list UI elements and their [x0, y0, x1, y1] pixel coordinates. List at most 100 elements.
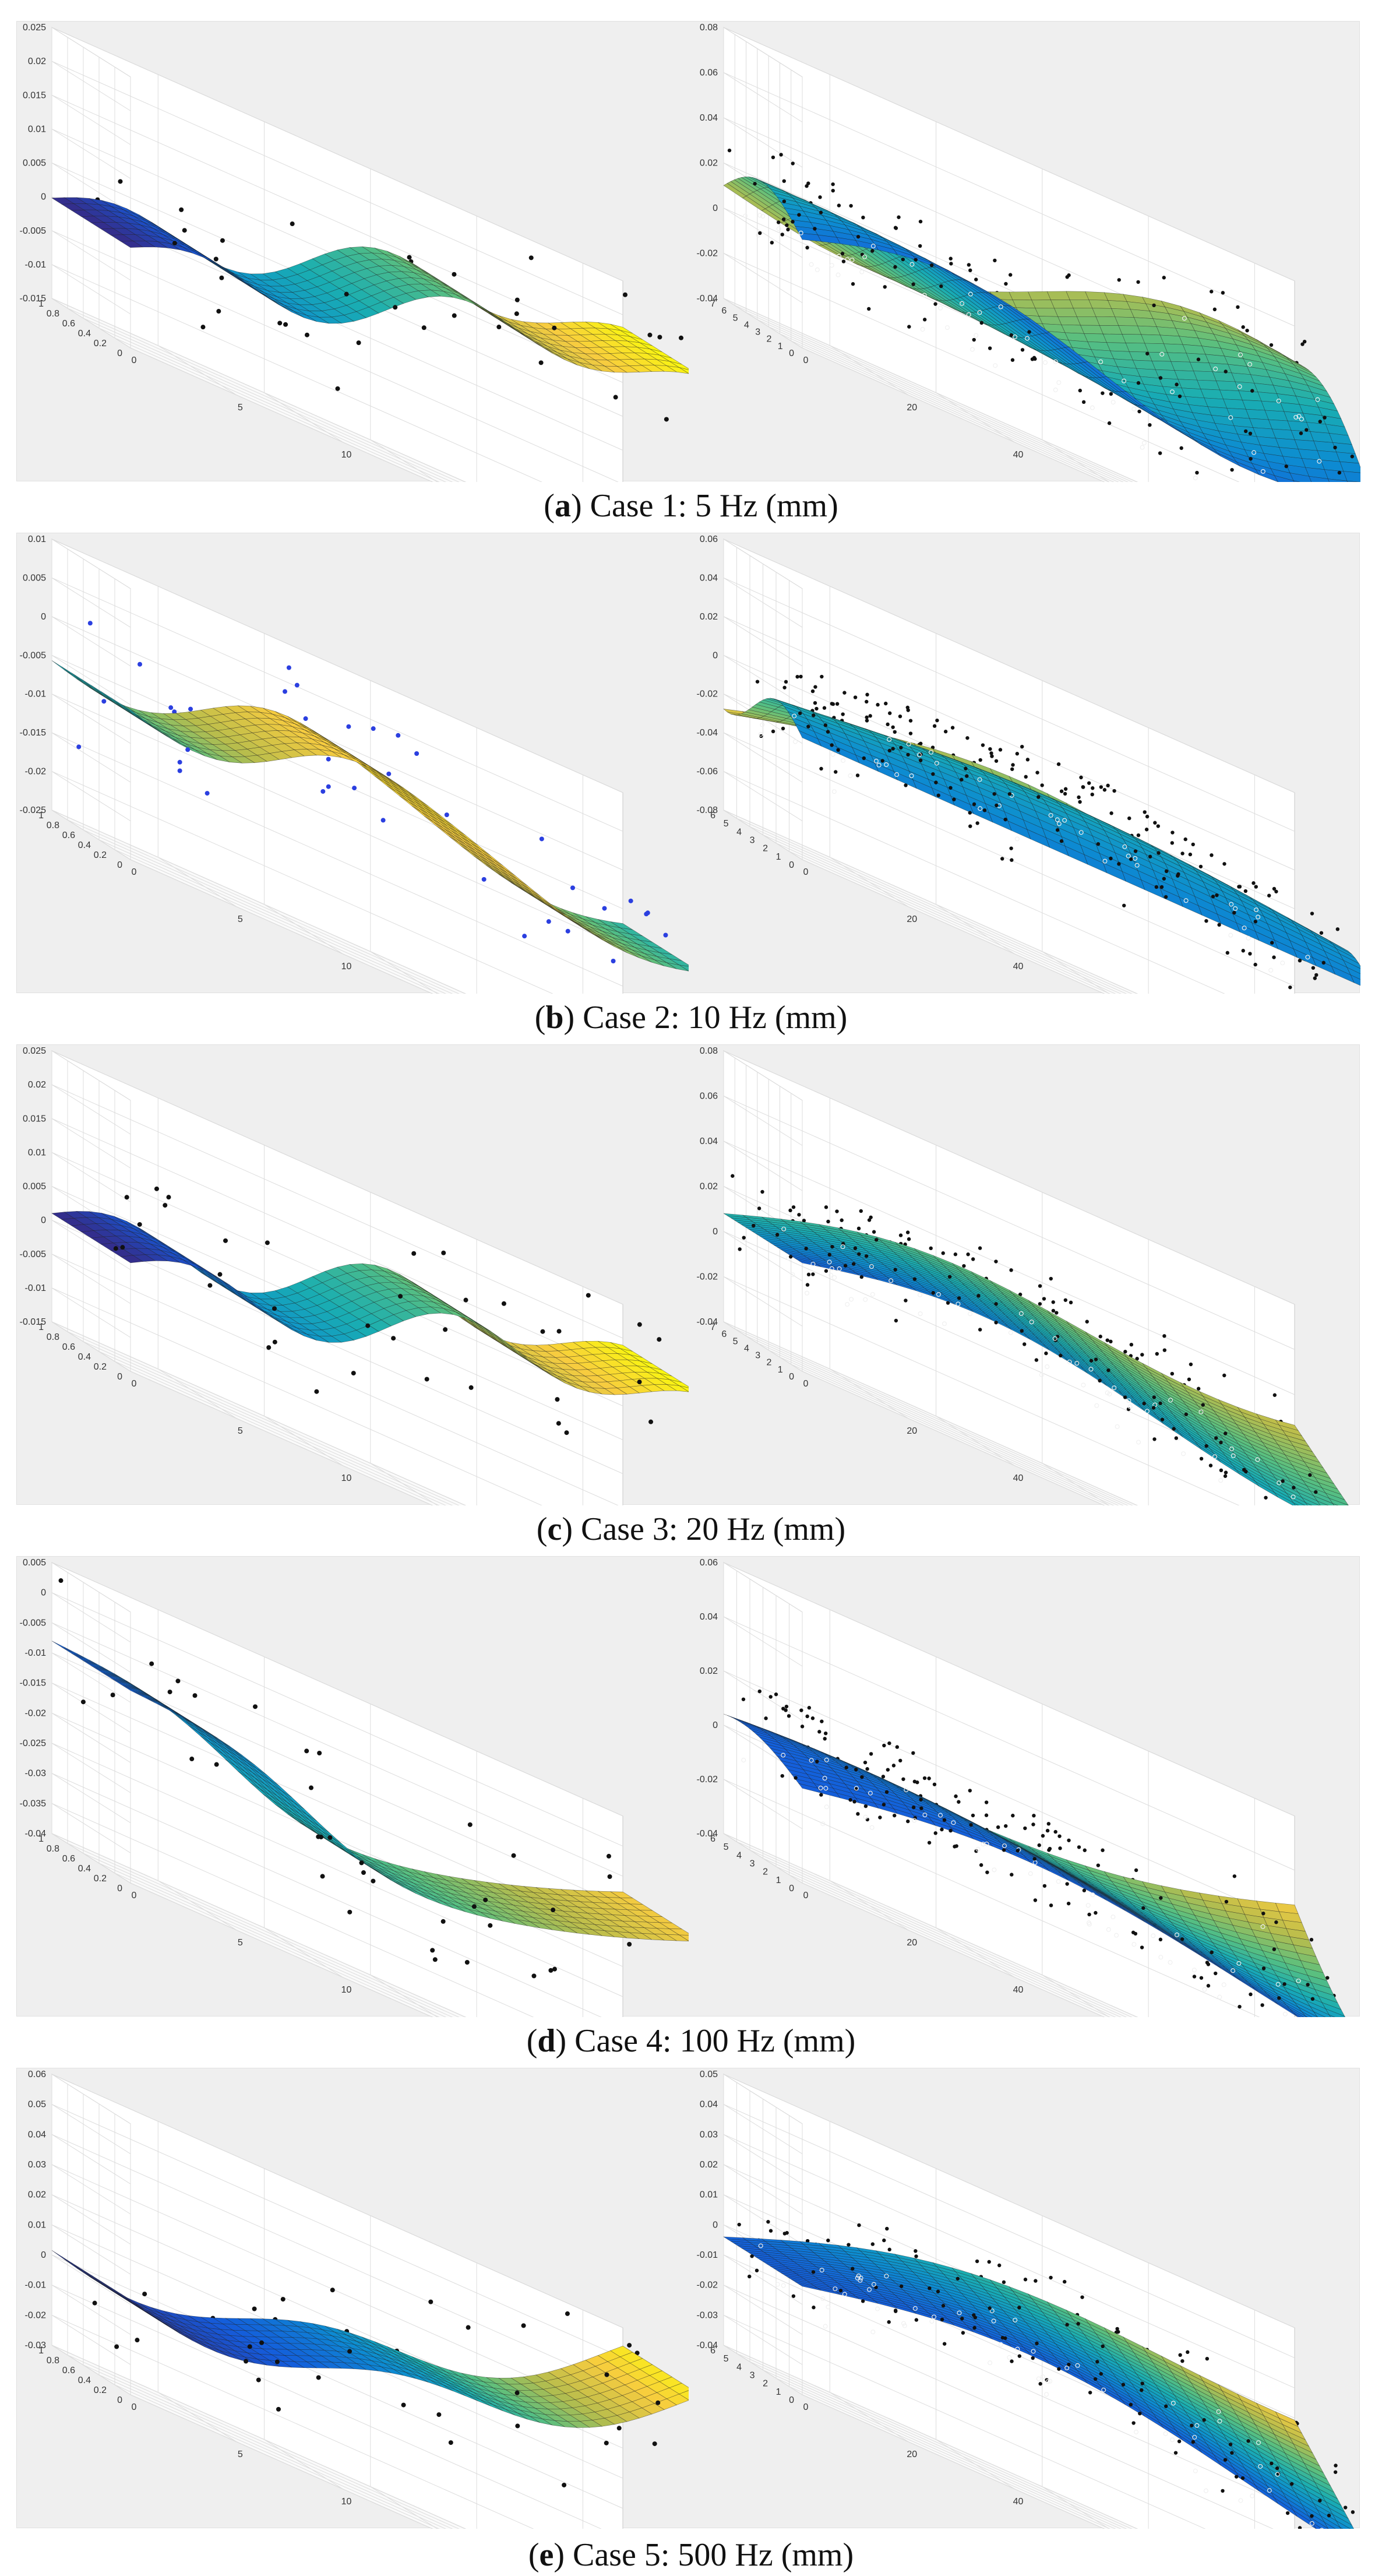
plot-c-right-point: [1049, 1276, 1053, 1281]
plot-d-right-point: [984, 1800, 989, 1804]
plot-b-right-point: [1133, 856, 1138, 861]
plot-b-right-ticks: 0.060.040.020-0.02-0.04-0.06-0.086543210…: [697, 534, 1024, 972]
plot-c-right-y-tick: 3: [755, 1351, 760, 1361]
plot-a-left-z-tick: 0.025: [23, 23, 46, 33]
plot-a-right-point: [949, 256, 953, 261]
plot-c-left-point: [120, 1245, 125, 1250]
plot-d-right-ygrid-5: [789, 1603, 1110, 2017]
plot-a-right-point: [918, 244, 922, 248]
plot-c-right-point: [806, 1272, 811, 1277]
plot-b-right-point: [1078, 800, 1082, 804]
plot-a-right-point: [809, 262, 814, 267]
plot-c-right-point: [1074, 1361, 1080, 1366]
plot-a-right-point: [859, 269, 865, 275]
plot-c-right-point: [864, 1254, 869, 1258]
plot-b-left-z-tick: 0.005: [23, 573, 46, 583]
plot-a-right-point: [1210, 290, 1214, 294]
plot-d-right-point: [800, 1725, 805, 1729]
plot-d-right-point: [817, 1730, 822, 1734]
plot-b-right-point: [968, 811, 972, 815]
plot-a-right-point: [758, 231, 762, 235]
plot-b-left-y-tick: 0.6: [62, 830, 75, 840]
plot-c-right-point: [1020, 1329, 1024, 1333]
plot-b-left-point: [352, 786, 357, 791]
plot-a-right-point: [893, 265, 897, 269]
plot-c-right-point: [829, 1273, 834, 1278]
plot-c-right-point: [738, 1247, 742, 1251]
plot-c-right-point: [829, 1266, 834, 1271]
plot-c-right-point: [1174, 1436, 1179, 1440]
plot-a-right-point: [1196, 357, 1201, 361]
plot-b-right-point: [799, 674, 803, 679]
plot-d-left-point: [309, 1785, 314, 1790]
plot-d-right-point: [887, 1741, 891, 1746]
plot-a-left-point: [305, 332, 310, 337]
plot-d-left-z-tick: -0.04: [25, 1829, 47, 1839]
plot-a-left-surface-patch: [679, 367, 689, 374]
plot-c-left-point: [555, 1397, 560, 1402]
plot-b-left-z-tick: -0.025: [20, 805, 46, 815]
plot-b-right-point: [1272, 955, 1276, 959]
plot-a-right-z-tick: 0.06: [700, 68, 718, 78]
plot-d-right-point: [1134, 1868, 1138, 1873]
plot-c-right-point: [742, 1236, 746, 1240]
plot-b-right-point: [819, 766, 823, 771]
plot-b-right-point: [1305, 955, 1310, 960]
plot-c-right-point: [1152, 1437, 1157, 1441]
plot-b-right-point: [909, 773, 914, 779]
plot-c-right-point: [804, 1247, 808, 1251]
plot-c-right-point: [889, 1278, 894, 1283]
plot-c-right-point: [1055, 1311, 1059, 1315]
plot-a-right-point: [1241, 325, 1245, 329]
plot-a-right-point: [993, 258, 997, 263]
plot-c-right-point: [1115, 1424, 1120, 1429]
plot-c-right-point: [1155, 1352, 1159, 1356]
plot-b-right-point: [978, 806, 983, 811]
plot-a-right-point: [1090, 405, 1095, 410]
plot-c-left-points-front: [113, 1245, 654, 1435]
plot-c-left-point: [441, 1250, 446, 1255]
plot-b-right-point: [1000, 857, 1004, 861]
plot-b-left-z-tick: -0.005: [20, 650, 46, 660]
panel-b: 0.01 0.005 0 -0.005 -0.01 -0.015 -0.02 -0.025 1 0…: [16, 533, 1360, 994]
plot-a-right-point: [960, 301, 965, 306]
plot-b-left-z-tick: -0.015: [20, 728, 46, 738]
plot-a-right-surface-patch: [1099, 325, 1123, 335]
plot-c-right-point: [757, 1206, 761, 1210]
plot-c-right-point: [840, 1244, 845, 1250]
plot-c-left-z-tick: -0.01: [25, 1283, 47, 1293]
plot-c-right-point: [1038, 1284, 1042, 1288]
plot-c-left-point: [637, 1322, 642, 1327]
plot-a-right-surface-patch: [1080, 325, 1104, 335]
plot-b-right-point: [880, 759, 884, 763]
plot-a-right-ygrid-2: [746, 41, 1129, 482]
plot-d-left-z-tick: -0.035: [20, 1799, 46, 1808]
plot-d-left-point: [464, 1959, 470, 1965]
plot-a-left-point: [421, 325, 426, 330]
plot-d-left-point: [58, 1578, 64, 1583]
plot-b-left-ygrid-3: [98, 569, 446, 994]
plot-d-right-point: [768, 1695, 773, 1699]
plot-c-right-point: [1158, 1401, 1162, 1406]
plot-d-right-point: [757, 1689, 761, 1694]
plot-b-right-point: [831, 702, 835, 706]
plot-c-left-point: [154, 1186, 159, 1191]
plot-b-left-point: [611, 959, 616, 964]
plot-a-right-point: [760, 213, 766, 219]
plot-a-right-point: [776, 220, 781, 224]
plot-a-right-point: [1269, 343, 1274, 347]
plot-a-right-point: [968, 268, 972, 273]
plot-b-left-surface-patch: [679, 965, 689, 972]
plot-c-right-point: [1224, 1470, 1228, 1474]
plot-b-left-ygrid-4: [114, 579, 440, 994]
plot-c-right-point: [1123, 1350, 1127, 1354]
plot-b-right-point: [865, 719, 869, 723]
plot-b-right-point: [1009, 846, 1013, 850]
plot-a-right-point: [1293, 414, 1299, 420]
plot-b-right-point: [1157, 851, 1161, 855]
plot-b-right-point: [813, 701, 817, 705]
plot-c-right-point: [1069, 1300, 1073, 1305]
plot-b-right-point: [782, 685, 787, 689]
plot-b-left-point: [177, 759, 182, 765]
plot-b-right-point: [865, 699, 869, 704]
